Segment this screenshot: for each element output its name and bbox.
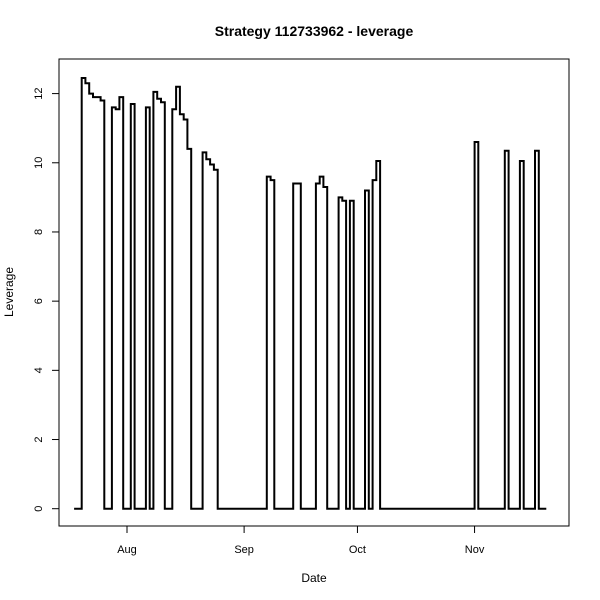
leverage-data-point bbox=[191, 508, 192, 509]
y-tick-label: 10 bbox=[33, 157, 45, 169]
leverage-data-point bbox=[300, 508, 301, 509]
leverage-data-point bbox=[266, 176, 267, 177]
leverage-data-point bbox=[376, 160, 377, 161]
leverage-data-point bbox=[342, 200, 343, 201]
y-tick-label: 6 bbox=[33, 298, 45, 304]
leverage-data-point bbox=[104, 508, 105, 509]
leverage-data-point bbox=[478, 508, 479, 509]
y-tick-label: 2 bbox=[33, 436, 45, 442]
leverage-data-point bbox=[217, 508, 218, 509]
leverage-data-point bbox=[353, 508, 354, 509]
leverage-data-point bbox=[85, 83, 86, 84]
leverage-data-point bbox=[157, 98, 158, 99]
leverage-data-point bbox=[380, 508, 381, 509]
leverage-data-point bbox=[213, 169, 214, 170]
y-axis: 0 2 4 6 8 10 12 bbox=[33, 87, 60, 512]
leverage-data-point bbox=[176, 86, 177, 87]
leverage-data-point bbox=[315, 183, 316, 184]
leverage-data-point bbox=[319, 176, 320, 177]
leverage-data-point bbox=[74, 508, 75, 509]
leverage-data-point bbox=[206, 159, 207, 160]
y-tick-label: 4 bbox=[33, 367, 45, 373]
leverage-data-point bbox=[187, 148, 188, 149]
leverage-data-point bbox=[368, 508, 369, 509]
leverage-data-point bbox=[160, 102, 161, 103]
leverage-data-point bbox=[349, 200, 350, 201]
y-tick-label: 0 bbox=[33, 506, 45, 512]
leverage-data-point bbox=[523, 508, 524, 509]
leverage-data-point bbox=[119, 96, 120, 97]
leverage-data-point bbox=[546, 508, 547, 509]
leverage-data-point bbox=[504, 150, 505, 151]
y-tick-label: 8 bbox=[33, 229, 45, 235]
x-axis: Aug Sep Oct Nov bbox=[117, 525, 485, 556]
leverage-data-point bbox=[534, 150, 535, 151]
leverage-series-line bbox=[74, 77, 547, 510]
leverage-data-point bbox=[364, 190, 365, 191]
leverage-data-point bbox=[474, 141, 475, 142]
x-axis-label: Date bbox=[301, 571, 327, 585]
leverage-data-point bbox=[179, 114, 180, 115]
leverage-data-point bbox=[100, 100, 101, 101]
leverage-data-point bbox=[115, 109, 116, 110]
leverage-data-point bbox=[508, 508, 509, 509]
leverage-data-point bbox=[145, 107, 146, 108]
leverage-data-point bbox=[164, 508, 165, 509]
leverage-data-point bbox=[538, 508, 539, 509]
leverage-data-point bbox=[183, 119, 184, 120]
leverage-data-point bbox=[323, 186, 324, 187]
leverage-data-point bbox=[293, 183, 294, 184]
y-tick-label: 12 bbox=[33, 87, 45, 99]
x-tick-label: Nov bbox=[465, 544, 485, 556]
chart-title: Strategy 112733962 - leverage bbox=[215, 23, 414, 39]
leverage-data-point bbox=[346, 508, 347, 509]
leverage-data-point bbox=[92, 96, 93, 97]
leverage-data-point bbox=[270, 179, 271, 180]
leverage-data-point bbox=[153, 91, 154, 92]
leverage-data-point bbox=[338, 197, 339, 198]
x-tick-label: Sep bbox=[234, 544, 254, 556]
y-axis-label: Leverage bbox=[2, 267, 16, 317]
series-layer bbox=[74, 77, 547, 510]
leverage-data-point bbox=[81, 77, 82, 78]
leverage-data-point bbox=[372, 179, 373, 180]
leverage-data-point bbox=[210, 164, 211, 165]
leverage-data-point bbox=[327, 508, 328, 509]
leverage-data-point bbox=[134, 508, 135, 509]
x-tick-label: Oct bbox=[349, 544, 366, 556]
leverage-data-point bbox=[519, 160, 520, 161]
leverage-data-point bbox=[274, 508, 275, 509]
leverage-data-point bbox=[202, 152, 203, 153]
leverage-data-point bbox=[172, 109, 173, 110]
leverage-data-point bbox=[130, 103, 131, 104]
x-tick-label: Aug bbox=[117, 544, 137, 556]
leverage-data-point bbox=[111, 107, 112, 108]
leverage-data-point bbox=[149, 508, 150, 509]
leverage-data-point bbox=[89, 93, 90, 94]
leverage-data-point bbox=[123, 508, 124, 509]
